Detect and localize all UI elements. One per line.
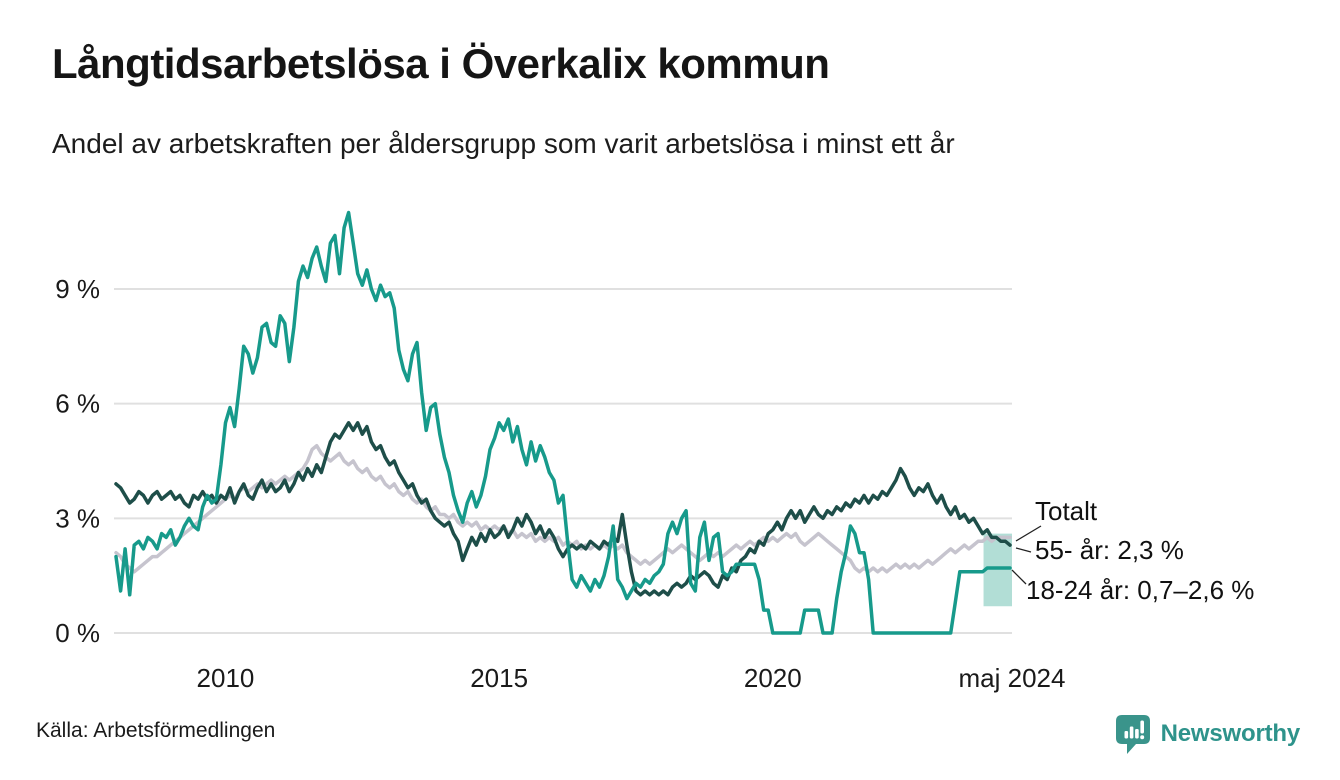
source-credit: Källa: Arbetsförmedlingen [36, 719, 276, 742]
newsworthy-logo: Newsworthy [1113, 712, 1300, 756]
series-line-55-r [114, 421, 1012, 597]
chart-subtitle: Andel av arbetskraften per åldersgrupp s… [52, 128, 955, 159]
annotation-totalt: Totalt [1035, 496, 1098, 526]
page-title: Långtidsarbetslösa i Överkalix kommun [52, 40, 830, 87]
x-tick-label: 2010 [197, 663, 255, 693]
x-tick-label: 2020 [744, 663, 802, 693]
newsworthy-wordmark: Newsworthy [1160, 720, 1301, 747]
annotation-18-24-ar: 18-24 år: 0,7–2,6 % [1026, 575, 1255, 605]
uncertainty-band [983, 533, 1012, 607]
annotation-55-ar: 55- år: 2,3 % [1035, 535, 1184, 565]
y-tick-label: 9 % [55, 274, 100, 304]
y-tick-label: 6 % [55, 389, 100, 419]
leader-line-totalt [1015, 525, 1042, 542]
x-tick-label: 2015 [470, 663, 528, 693]
y-tick-label: 0 % [55, 618, 100, 648]
leader-line-18-24 [1011, 569, 1027, 585]
series-line-18-24-r [114, 210, 1012, 635]
newsworthy-icon [1115, 715, 1150, 754]
x-tick-label: maj 2024 [959, 663, 1066, 693]
leader-line-55 [1015, 547, 1032, 553]
y-tick-label: 3 % [55, 503, 100, 533]
